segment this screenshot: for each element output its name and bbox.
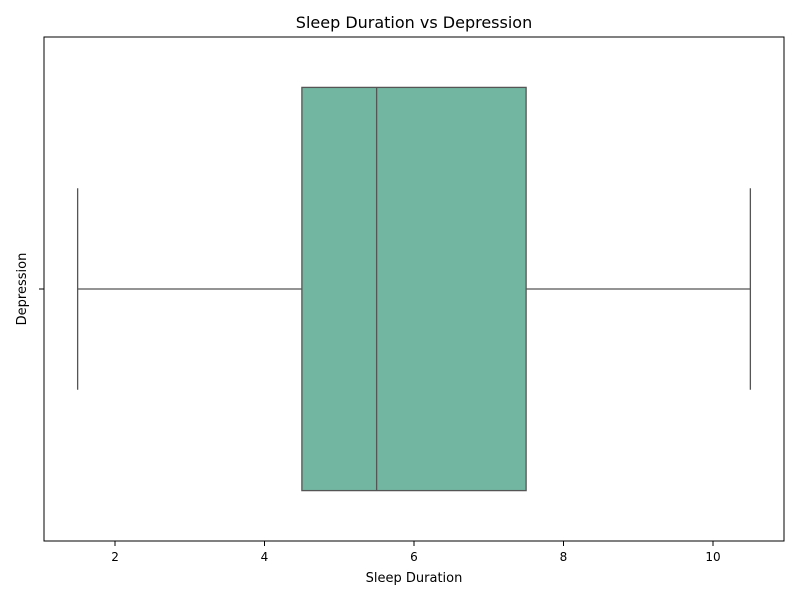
- x-tick-label-10: 10: [705, 550, 720, 564]
- x-tick-label-4: 4: [261, 550, 269, 564]
- plot-area: [76, 86, 752, 492]
- x-tick-label-8: 8: [560, 550, 568, 564]
- y-axis-label: Depression: [15, 253, 30, 326]
- x-tick-label-6: 6: [410, 550, 418, 564]
- x-axis: 2 4 6 8 10: [111, 541, 721, 564]
- iqr-box: [301, 86, 527, 492]
- x-tick-label-2: 2: [111, 550, 119, 564]
- chart-title: Sleep Duration vs Depression: [296, 13, 532, 32]
- x-axis-label: Sleep Duration: [366, 571, 463, 586]
